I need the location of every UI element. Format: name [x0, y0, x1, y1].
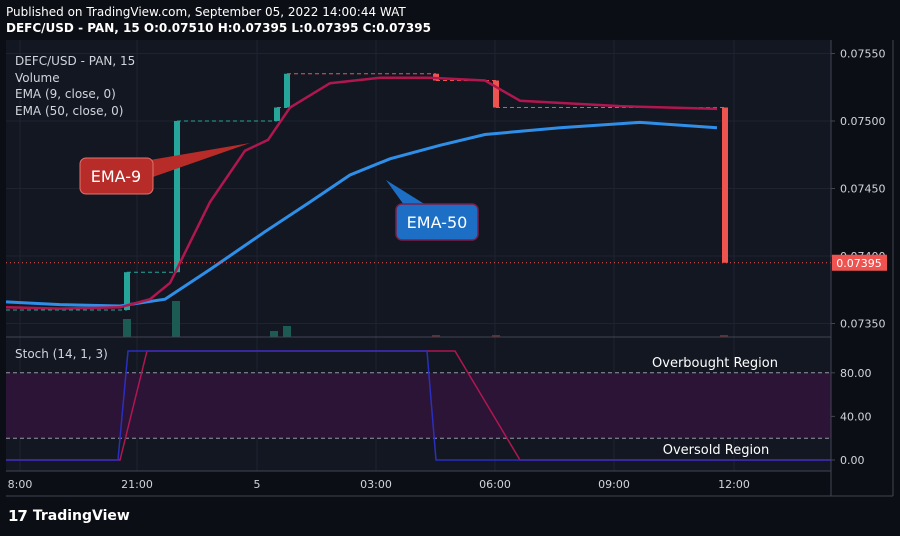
price-tick-1: 0.07500 [840, 115, 886, 128]
callout-ema9: EMA-9 [79, 143, 250, 195]
candle-0 [124, 272, 130, 310]
legend-ema9: EMA (9, close, 0) [15, 87, 116, 101]
callout-ema50-label: EMA-50 [407, 213, 468, 232]
volume-bar-4 [432, 335, 440, 337]
ohlc-info: DEFC/USD - PAN, 15 O:0.07510 H:0.07395 L… [6, 21, 431, 35]
volume-bar-2 [270, 331, 278, 337]
price-tick-0: 0.07550 [840, 48, 886, 61]
legend-symbol: DEFC/USD - PAN, 15 [15, 54, 135, 68]
volume-bar-5 [492, 335, 500, 337]
legend-volume: Volume [15, 71, 60, 85]
volume-bars [123, 301, 728, 337]
callout-ema50: EMA-50 [386, 180, 479, 241]
grid [6, 40, 831, 471]
stoch-axis[interactable]: 80.00 40.00 0.00 [831, 367, 872, 467]
candle-3 [284, 73, 290, 108]
ema9-line [5, 76, 718, 310]
current-price-value: 0.07395 [836, 257, 882, 270]
time-tick-1: 21:00 [121, 478, 153, 491]
callout-ema9-label: EMA-9 [91, 167, 141, 186]
legend-ema50: EMA (50, close, 0) [15, 104, 123, 118]
stoch-tick-0: 80.00 [840, 367, 872, 380]
time-tick-0: 8:00 [8, 478, 33, 491]
candle-6 [722, 107, 728, 263]
time-tick-2: 5 [254, 478, 261, 491]
price-tick-2: 0.07450 [840, 183, 886, 196]
time-axis[interactable]: 8:00 21:00 5 03:00 06:00 09:00 12:00 [8, 478, 750, 491]
tradingview-logo[interactable]: 17 TradingView [8, 507, 130, 525]
stoch-tick-1: 40.00 [840, 410, 872, 423]
stoch-band [6, 372, 831, 439]
price-tick-4: 0.07350 [840, 318, 886, 331]
candle-5 [493, 80, 499, 108]
stoch-k-line [6, 350, 831, 461]
time-tick-4: 06:00 [479, 478, 511, 491]
stoch-tick-2: 0.00 [840, 454, 865, 467]
volume-bar-1 [172, 301, 180, 337]
overbought-label: Overbought Region [652, 356, 778, 371]
time-tick-6: 12:00 [718, 478, 750, 491]
volume-bar-3 [283, 326, 291, 337]
stoch-legend: Stoch (14, 1, 3) [15, 347, 108, 361]
time-tick-3: 03:00 [360, 478, 392, 491]
candle-2 [274, 107, 280, 121]
volume-bar-6 [720, 335, 728, 337]
volume-bar-0 [123, 319, 131, 337]
current-price-badge: 0.07395 [832, 254, 887, 271]
tradingview-mark-icon: 17 [8, 507, 28, 525]
oversold-label: Oversold Region [663, 443, 770, 458]
tradingview-name: TradingView [32, 508, 130, 524]
time-tick-5: 09:00 [598, 478, 630, 491]
candle-1 [174, 121, 180, 273]
published-info: Published on TradingView.com, September … [6, 5, 406, 19]
